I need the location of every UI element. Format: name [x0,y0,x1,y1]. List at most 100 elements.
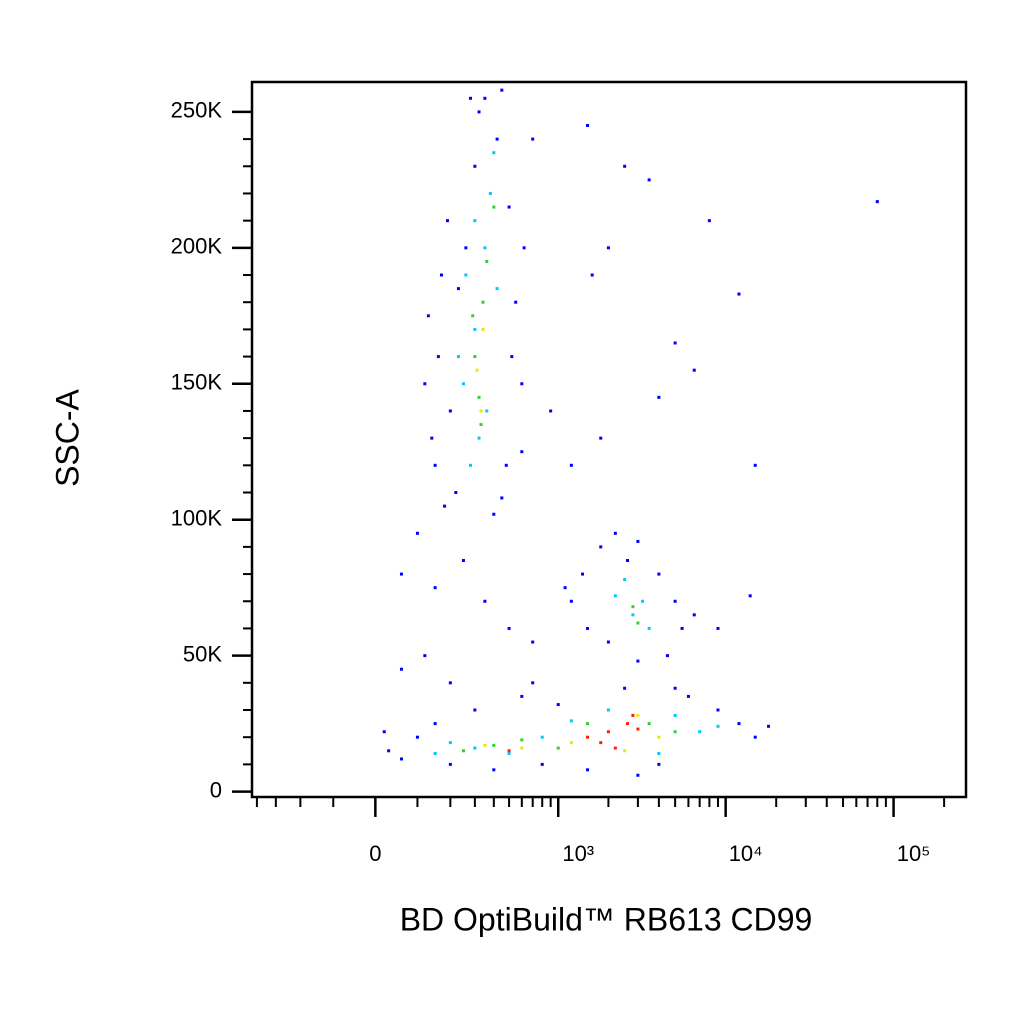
point [464,273,468,277]
point [483,96,487,100]
point [468,96,472,100]
point [495,287,499,291]
x-tick-label: 0 [369,841,381,866]
point [569,463,573,467]
point [875,200,879,204]
point [737,292,741,296]
point [636,659,640,663]
point [473,708,477,712]
point [657,572,661,576]
point [507,752,511,756]
point [556,703,560,707]
point [456,355,460,359]
point [563,586,567,590]
point [481,300,485,304]
point [613,594,617,598]
x-tick-label: 10⁴ [729,841,763,866]
point [606,640,610,644]
point [387,749,391,753]
point [477,395,481,399]
point [673,341,677,345]
point [423,654,427,658]
point [625,558,629,562]
point [748,594,752,598]
point [599,741,603,745]
point [581,572,585,576]
point [753,735,757,739]
point [531,640,535,644]
point [507,626,511,630]
point [716,724,720,728]
point [707,219,711,223]
point [433,722,437,726]
point [399,757,403,761]
point [657,735,661,739]
point [473,355,477,359]
y-tick-label: 100K [171,506,223,531]
point [531,137,535,141]
y-tick-label: 200K [171,234,223,259]
point [698,730,702,734]
point [657,752,661,756]
point [623,686,627,690]
point [520,746,524,750]
point [473,219,477,223]
x-tick-label: 10³ [562,841,594,866]
point [590,273,594,277]
point [477,110,481,114]
point [606,708,610,712]
point [471,314,475,318]
point [613,746,617,750]
point [569,719,573,723]
point [767,724,771,728]
point [625,722,629,726]
point [692,368,696,372]
point [399,572,403,576]
point [636,773,640,777]
point [473,746,477,750]
y-tick-label: 250K [171,98,223,123]
point [692,613,696,617]
point [520,694,524,698]
point [483,246,487,250]
point [468,463,472,467]
point [492,151,496,155]
point [445,219,449,223]
point [492,768,496,772]
point [448,681,452,685]
point [586,735,590,739]
point [514,300,518,304]
point [599,545,603,549]
point [430,436,434,440]
point [657,395,661,399]
point [636,713,640,717]
point [479,423,483,427]
point [520,450,524,454]
point [488,191,492,195]
point [569,741,573,745]
point [504,463,508,467]
point [716,626,720,630]
point [606,246,610,250]
point [439,273,443,277]
point [665,654,669,658]
point [461,749,465,753]
point [556,746,560,750]
point [631,713,635,717]
point [716,708,720,712]
point [510,355,514,359]
point [433,463,437,467]
y-tick-label: 0 [210,777,222,802]
point [657,762,661,766]
point [606,730,610,734]
point [636,727,640,731]
y-tick-label: 50K [183,641,222,666]
point [613,531,617,535]
point [433,752,437,756]
point [492,512,496,516]
point [415,735,419,739]
point [492,743,496,747]
point [479,409,483,413]
point [686,694,690,698]
